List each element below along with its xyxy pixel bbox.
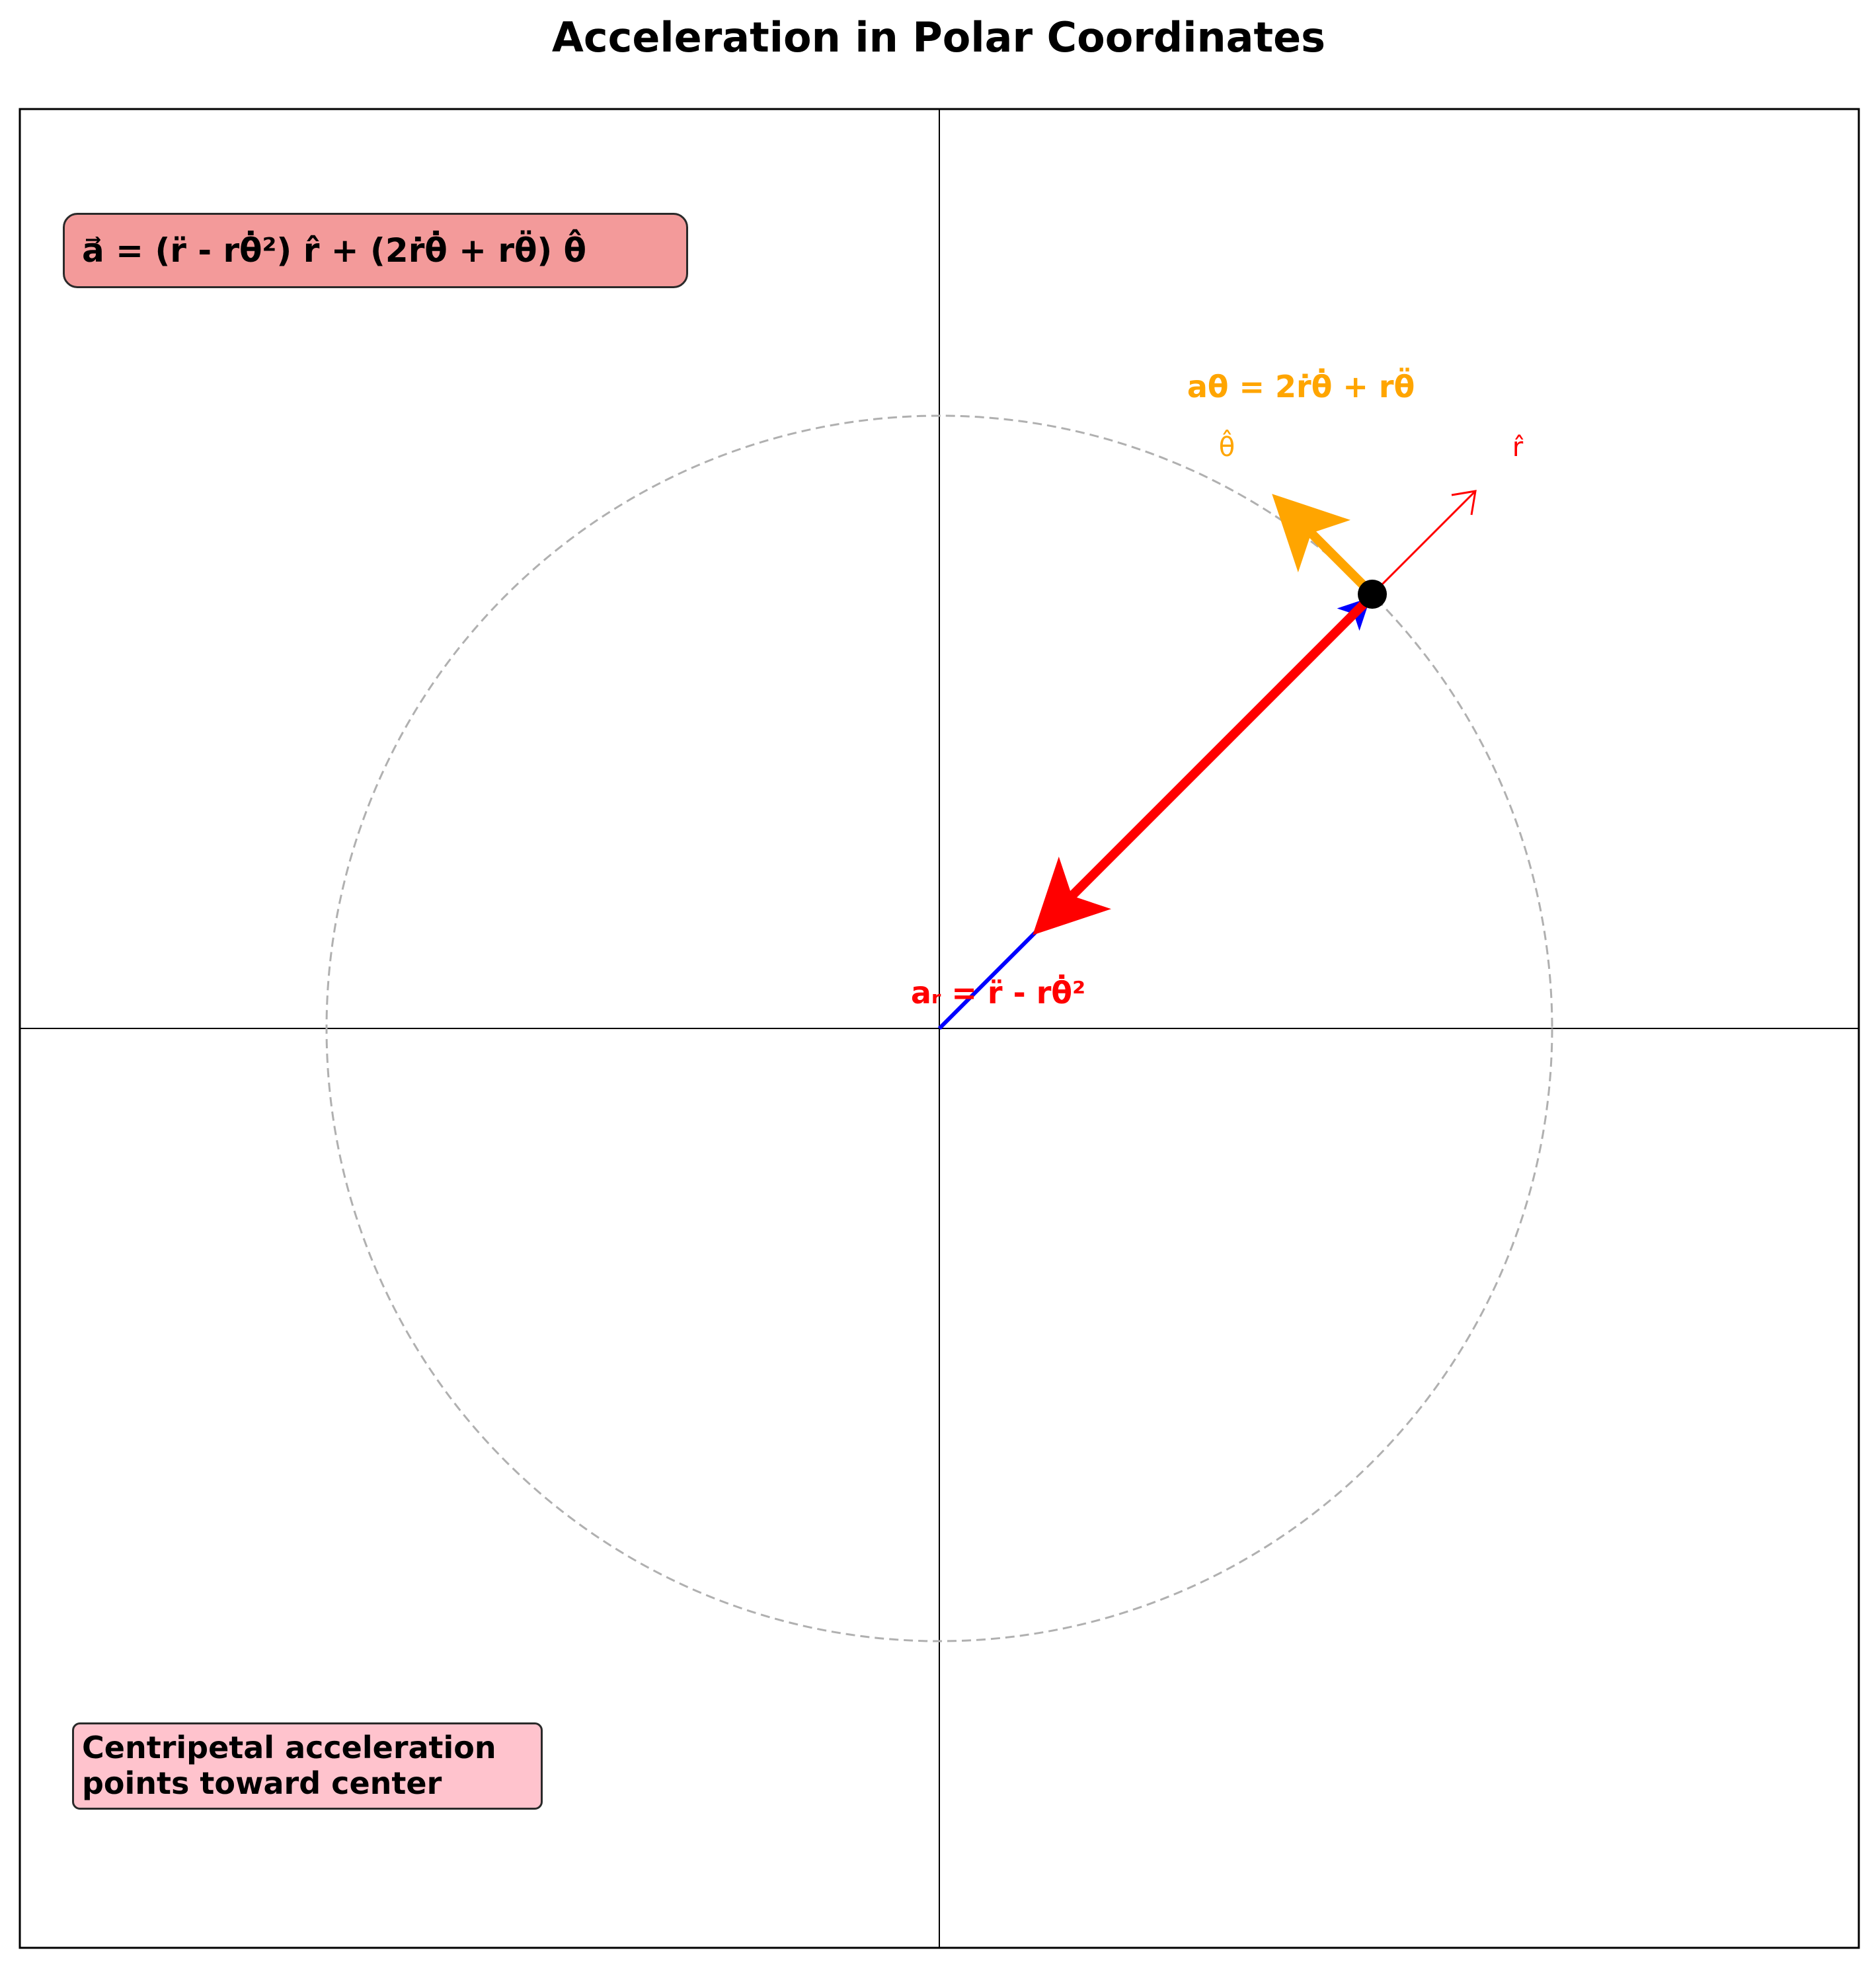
particle-point xyxy=(1358,580,1387,609)
tangential-component-label: aθ = 2ṙθ̇ + rθ̈ xyxy=(1187,368,1415,405)
r-hat-arrowhead xyxy=(1451,490,1477,516)
r-hat-label: r̂ xyxy=(1512,432,1524,463)
acceleration-formula-box: a⃗ = (r̈ - rθ̇²) r̂ + (2ṙθ̇ + rθ̈) θ̂ xyxy=(63,213,688,288)
r-hat-vector xyxy=(1371,491,1475,596)
figure-title: Acceleration in Polar Coordinates xyxy=(552,13,1325,61)
reference-circle xyxy=(325,414,1553,1642)
centripetal-note-line2: points toward center xyxy=(82,1765,442,1801)
acceleration-formula: a⃗ = (r̈ - rθ̇²) r̂ + (2ṙθ̇ + rθ̈) θ̂ xyxy=(82,231,587,270)
radial-component-label: aᵣ = r̈ - rθ̇² xyxy=(911,974,1085,1011)
tangential-acceleration-arrow xyxy=(1272,494,1372,594)
radial-acceleration-arrow xyxy=(1033,594,1374,935)
centripetal-note-line1: Centripetal acceleration xyxy=(82,1730,496,1765)
theta-hat-label: θ̂ xyxy=(1219,430,1235,463)
centripetal-note-box: Centripetal acceleration points toward c… xyxy=(72,1722,543,1810)
